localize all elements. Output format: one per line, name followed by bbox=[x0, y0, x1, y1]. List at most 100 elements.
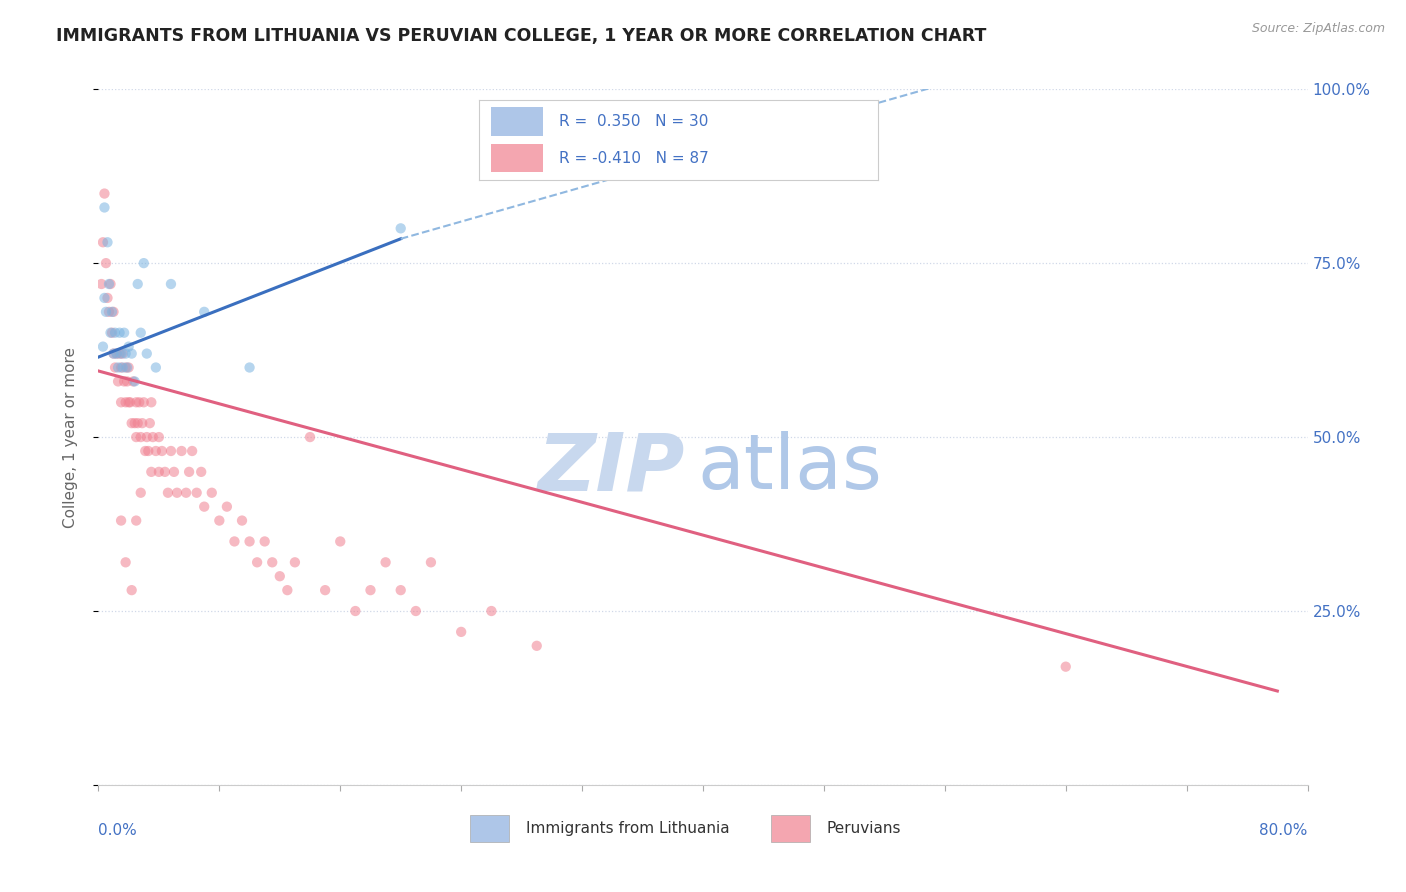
Point bbox=[253, 534, 276, 549]
Point bbox=[129, 326, 152, 340]
Point bbox=[121, 416, 143, 430]
Point bbox=[112, 326, 135, 340]
Point bbox=[118, 395, 141, 409]
Point bbox=[114, 395, 136, 409]
Point bbox=[276, 583, 298, 598]
Point bbox=[114, 555, 136, 569]
Point bbox=[208, 514, 231, 528]
Point bbox=[160, 277, 183, 291]
Point bbox=[193, 500, 215, 514]
Point bbox=[170, 444, 193, 458]
Point bbox=[110, 360, 132, 375]
Point bbox=[389, 583, 412, 598]
Text: IMMIGRANTS FROM LITHUANIA VS PERUVIAN COLLEGE, 1 YEAR OR MORE CORRELATION CHART: IMMIGRANTS FROM LITHUANIA VS PERUVIAN CO… bbox=[56, 27, 987, 45]
Point bbox=[190, 465, 212, 479]
Point bbox=[93, 186, 115, 201]
Point bbox=[129, 485, 152, 500]
Text: 0.0%: 0.0% bbox=[98, 823, 138, 838]
Point bbox=[105, 346, 128, 360]
Point bbox=[108, 346, 131, 360]
Point bbox=[94, 305, 117, 319]
Point bbox=[111, 360, 134, 375]
Point bbox=[344, 604, 367, 618]
Point bbox=[246, 555, 269, 569]
Point bbox=[186, 485, 208, 500]
Point bbox=[124, 416, 146, 430]
Point bbox=[181, 444, 204, 458]
Point bbox=[179, 465, 201, 479]
Point bbox=[115, 360, 138, 375]
Point bbox=[93, 201, 115, 215]
Point bbox=[124, 375, 146, 389]
Point bbox=[131, 416, 153, 430]
Point bbox=[111, 346, 134, 360]
Point bbox=[132, 256, 155, 270]
Point bbox=[174, 485, 197, 500]
Point bbox=[110, 346, 132, 360]
Point bbox=[141, 395, 163, 409]
Point bbox=[1054, 659, 1077, 673]
Point bbox=[405, 604, 427, 618]
Point bbox=[215, 500, 238, 514]
Point bbox=[284, 555, 307, 569]
Point bbox=[118, 360, 141, 375]
Point bbox=[125, 514, 148, 528]
Point bbox=[142, 430, 165, 444]
Point bbox=[450, 624, 472, 639]
Point bbox=[231, 514, 253, 528]
Point bbox=[105, 346, 128, 360]
Point bbox=[108, 326, 131, 340]
Point bbox=[125, 430, 148, 444]
Point bbox=[374, 555, 396, 569]
Point bbox=[156, 485, 179, 500]
Point bbox=[127, 277, 149, 291]
Point bbox=[101, 326, 124, 340]
Point bbox=[101, 305, 124, 319]
Point bbox=[135, 346, 157, 360]
Point bbox=[107, 375, 129, 389]
Point bbox=[153, 465, 176, 479]
Point bbox=[239, 534, 262, 549]
Point bbox=[145, 360, 167, 375]
Point bbox=[103, 346, 125, 360]
Point bbox=[110, 514, 132, 528]
Point bbox=[224, 534, 246, 549]
Point bbox=[481, 604, 503, 618]
Point bbox=[526, 639, 548, 653]
Point bbox=[389, 221, 412, 235]
Point bbox=[96, 291, 118, 305]
Point bbox=[96, 235, 118, 250]
Point bbox=[269, 569, 291, 583]
Point bbox=[103, 305, 125, 319]
Point bbox=[299, 430, 322, 444]
Point bbox=[94, 256, 117, 270]
Point bbox=[121, 583, 143, 598]
Point bbox=[122, 375, 145, 389]
Point bbox=[136, 444, 159, 458]
Point bbox=[98, 277, 121, 291]
Point bbox=[160, 444, 183, 458]
Point bbox=[135, 430, 157, 444]
Point bbox=[104, 326, 127, 340]
Point bbox=[125, 395, 148, 409]
Point bbox=[107, 360, 129, 375]
Point bbox=[90, 277, 112, 291]
Point bbox=[98, 305, 121, 319]
Point bbox=[114, 360, 136, 375]
Point bbox=[100, 326, 122, 340]
Point bbox=[91, 340, 114, 354]
Point bbox=[104, 360, 127, 375]
Point bbox=[150, 444, 173, 458]
Point bbox=[121, 346, 143, 360]
Point bbox=[93, 291, 115, 305]
Point bbox=[163, 465, 186, 479]
Point bbox=[329, 534, 352, 549]
Point bbox=[239, 360, 262, 375]
Point bbox=[132, 395, 155, 409]
Point bbox=[201, 485, 224, 500]
Point bbox=[110, 395, 132, 409]
Point bbox=[193, 305, 215, 319]
Point bbox=[120, 395, 142, 409]
Point bbox=[103, 346, 125, 360]
Point bbox=[360, 583, 382, 598]
